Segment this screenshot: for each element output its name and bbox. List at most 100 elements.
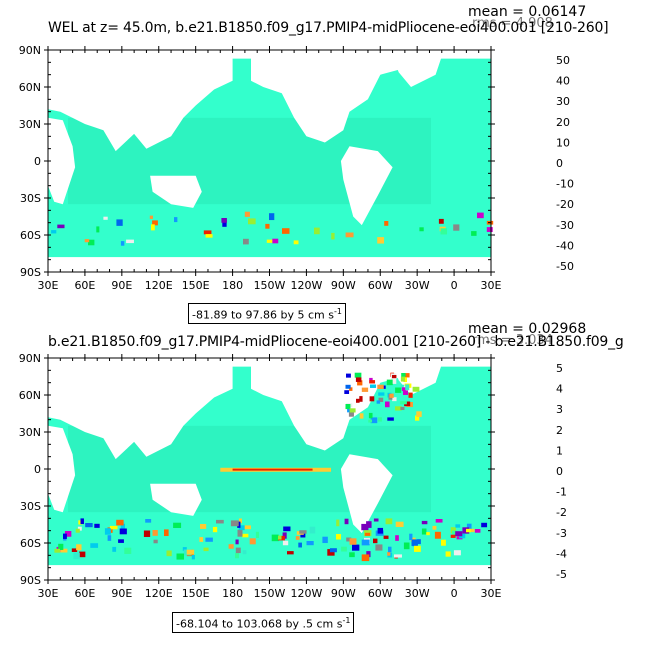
anomaly-speck	[344, 390, 350, 394]
anomaly-speck	[272, 238, 279, 244]
lat-label: 90S	[20, 266, 41, 279]
anomaly-speck	[369, 396, 375, 402]
anomaly-speck	[57, 224, 65, 229]
anomaly-speck	[164, 529, 169, 537]
lon-label: 0	[451, 587, 458, 600]
anomaly-speck	[395, 387, 402, 393]
anomaly-speck	[389, 393, 394, 398]
anomaly-speck	[176, 553, 185, 560]
anomaly-speck	[345, 232, 354, 238]
anomaly-speck	[282, 532, 287, 539]
colorbar-label: 0	[556, 157, 563, 170]
lon-label: 120E	[145, 279, 173, 292]
anomaly-speck	[375, 544, 383, 551]
anomaly-speck	[359, 413, 364, 419]
lon-label: 90W	[331, 587, 356, 600]
anomaly-speck	[368, 412, 373, 419]
anomaly-speck	[77, 526, 82, 531]
anomaly-speck	[298, 542, 302, 548]
anomaly-speck	[58, 543, 64, 550]
lon-label: 60E	[74, 587, 95, 600]
anomaly-speck	[466, 528, 471, 533]
anomaly-speck	[88, 239, 95, 246]
anomaly-speck	[173, 522, 182, 529]
anomaly-speck	[416, 411, 422, 417]
anomaly-speck	[103, 216, 108, 220]
anomaly-speck	[392, 397, 397, 402]
anomaly-speck	[331, 232, 335, 240]
anomaly-speck	[366, 551, 371, 558]
colorbar-label: 10	[556, 136, 570, 149]
anomaly-speck	[453, 224, 460, 231]
anomaly-speck	[314, 227, 320, 235]
anomaly-speck	[283, 526, 291, 532]
anomaly-speck	[452, 530, 457, 535]
colorbar-label: 40	[556, 75, 570, 88]
lon-label: 150W	[254, 279, 286, 292]
anomaly-speck	[477, 212, 484, 219]
lat-label: 0	[34, 155, 41, 168]
lon-label: 180	[222, 279, 243, 292]
anomaly-speck	[265, 223, 270, 229]
anomaly-speck	[346, 537, 352, 542]
anomaly-speck	[85, 523, 93, 528]
anomaly-speck	[203, 230, 212, 235]
anomaly-speck	[471, 231, 477, 236]
anomaly-speck	[394, 554, 402, 558]
anomaly-speck	[434, 531, 441, 539]
anomaly-speck	[266, 239, 273, 243]
equatorial-band-core	[232, 468, 313, 471]
anomaly-speck	[355, 377, 362, 382]
lon-label: 90E	[111, 587, 132, 600]
anomaly-speck	[230, 520, 239, 527]
range-text: -81.89 to 97.86 by 5 cm s	[192, 308, 334, 322]
anomaly-speck	[205, 234, 213, 238]
anomaly-speck	[153, 539, 158, 544]
anomaly-speck	[415, 415, 420, 421]
anomaly-speck	[212, 526, 218, 533]
anomaly-speck	[151, 224, 155, 231]
anomaly-speck	[238, 518, 242, 524]
anomaly-speck	[124, 547, 132, 554]
anomaly-speck	[336, 534, 342, 540]
anomaly-speck	[107, 535, 112, 541]
land-mass	[150, 175, 202, 208]
anomaly-speck	[255, 531, 259, 539]
lon-label: 120E	[145, 587, 173, 600]
anomaly-speck	[395, 406, 402, 411]
lat-label: 30S	[20, 500, 41, 513]
anomaly-speck	[450, 534, 456, 538]
anomaly-speck	[361, 539, 370, 546]
anomaly-speck	[453, 550, 461, 556]
colorbar-label: 2	[556, 424, 563, 437]
anomaly-speck	[152, 530, 158, 536]
mean-value: mean = 0.06147	[468, 4, 587, 20]
anomaly-speck	[345, 384, 351, 389]
anomaly-speck	[300, 532, 306, 538]
anomaly-speck	[377, 237, 385, 244]
anomaly-speck	[377, 527, 384, 534]
anomaly-speck	[438, 218, 444, 224]
land-mass	[251, 50, 418, 143]
anomaly-speck	[306, 541, 314, 546]
anomaly-speck	[64, 531, 72, 537]
lon-label: 30W	[405, 587, 430, 600]
colorbar-label: -10	[556, 178, 574, 191]
lon-label: 150W	[254, 587, 286, 600]
anomaly-speck	[403, 542, 410, 550]
anomaly-speck	[419, 227, 424, 232]
anomaly-speck	[345, 404, 351, 410]
anomaly-speck	[486, 227, 493, 232]
anomaly-speck	[336, 519, 340, 527]
colorbar-label: 1	[556, 444, 563, 457]
range-text: -68.104 to 103.068 by .5 cm s	[176, 617, 343, 631]
anomaly-speck	[445, 551, 451, 557]
anomaly-speck	[402, 373, 410, 378]
anomaly-speck	[441, 539, 446, 546]
anomaly-speck	[237, 529, 243, 537]
anomaly-speck	[387, 552, 391, 556]
lon-label: 90E	[111, 279, 132, 292]
anomaly-speck	[378, 397, 384, 402]
land-mass	[340, 146, 393, 226]
